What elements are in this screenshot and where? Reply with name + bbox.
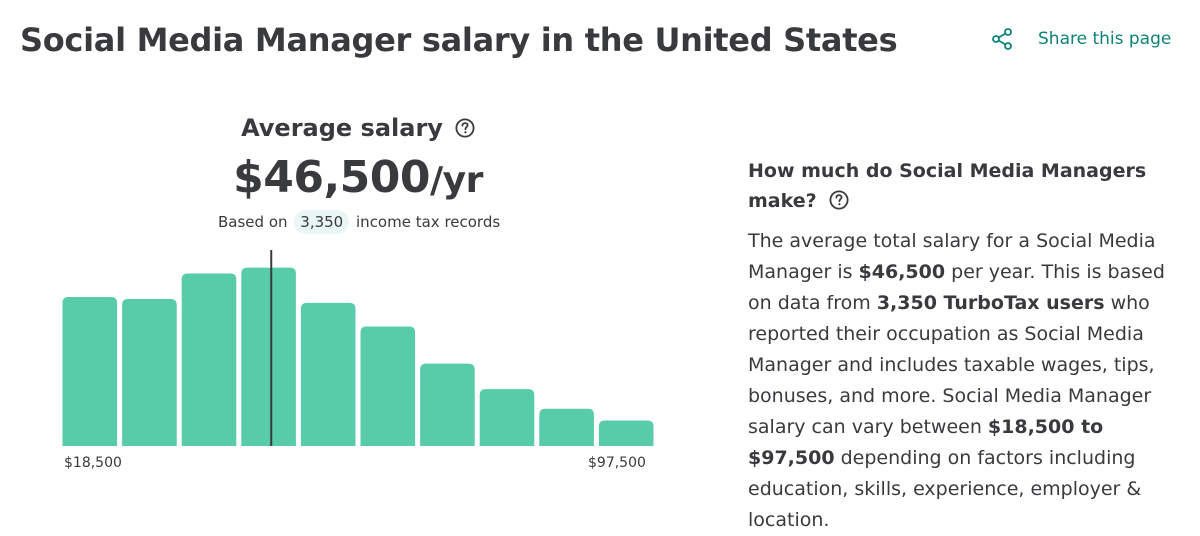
based-on-records: Based on 3,350 income tax records — [218, 210, 500, 234]
histogram-bar — [181, 273, 237, 446]
explanation-text-4: depending on factors including education… — [748, 447, 1142, 531]
explanation-heading-text: How much do Social Media Managers make? — [748, 160, 1147, 212]
axis-max-label: $97,500 — [588, 455, 646, 471]
histogram-bar — [598, 420, 654, 446]
histogram-bar — [241, 267, 296, 446]
histogram-bar — [420, 363, 475, 446]
explanation-salary-range: $18,500 to $97,500 — [748, 416, 1104, 469]
histogram-bar — [122, 299, 177, 446]
share-icon — [992, 28, 1012, 50]
share-page-button[interactable]: Share this page — [990, 26, 1171, 52]
question-circle-icon[interactable] — [455, 118, 475, 138]
question-circle-icon[interactable] — [829, 190, 849, 210]
average-salary-block: Average salary $46,500/yr — [0, 110, 716, 209]
axis-min-label: $18,500 — [64, 455, 122, 471]
histogram-bar — [360, 326, 416, 446]
explanation-text-2: per year. This is based on data from — [748, 261, 1165, 314]
salary-explanation: How much do Social Media Managers make? … — [748, 156, 1188, 536]
page-title: Social Media Manager salary in the Unite… — [20, 21, 898, 59]
explanation-salary-amount: $46,500 — [858, 261, 946, 283]
average-salary-label: Average salary — [241, 114, 443, 142]
average-salary-value: $46,500/yr — [0, 150, 716, 209]
histogram-bar — [479, 389, 535, 446]
explanation-body: The average total salary for a Social Me… — [748, 226, 1188, 536]
histogram-bar — [62, 297, 118, 446]
salary-histogram — [60, 250, 656, 446]
explanation-user-count: 3,350 TurboTax users — [876, 292, 1105, 314]
based-on-suffix: income tax records — [356, 213, 501, 231]
based-on-prefix: Based on — [218, 213, 288, 231]
histogram-bar — [539, 408, 594, 446]
records-count-badge: 3,350 — [294, 210, 350, 234]
explanation-text-1: The average total salary for a Social Me… — [748, 230, 1156, 283]
average-salary-amount: $46,500 — [233, 152, 431, 203]
histogram-bar — [300, 302, 356, 446]
salary-histogram-chart — [62, 250, 654, 446]
average-salary-unit: /yr — [430, 160, 483, 201]
explanation-heading: How much do Social Media Managers make? — [748, 156, 1188, 216]
explanation-text-3: who reported their occupation as Social … — [748, 292, 1155, 438]
share-page-label: Share this page — [1038, 29, 1172, 49]
